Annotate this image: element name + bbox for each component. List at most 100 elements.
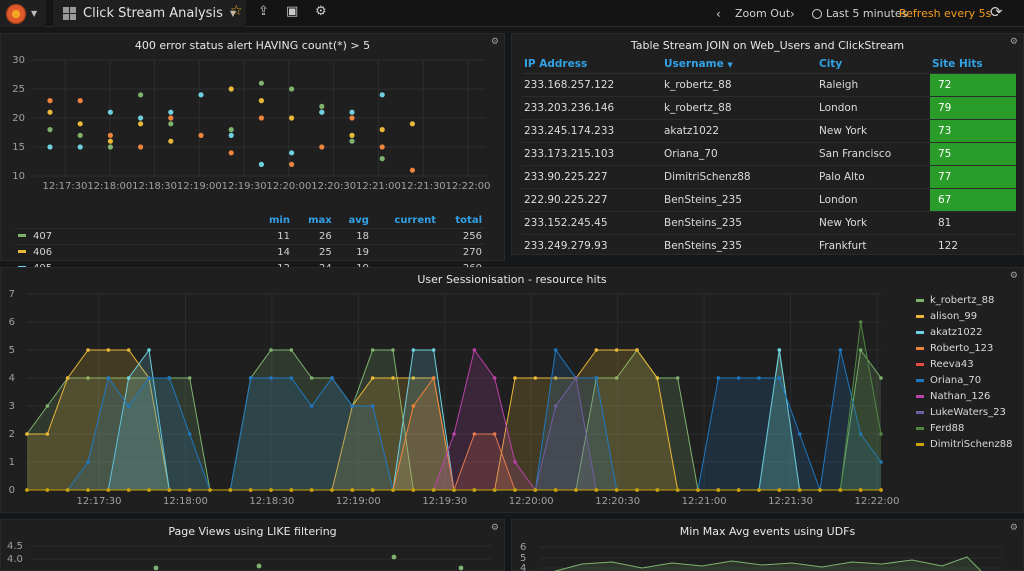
series-point	[370, 376, 375, 380]
legend-item[interactable]: alison_99	[916, 308, 1012, 324]
panel-title[interactable]: Min Max Avg events using UDFs	[679, 525, 856, 538]
legend-current	[371, 227, 440, 244]
x-tick-label: 12:19:30	[222, 181, 267, 192]
shift-right-button[interactable]: ›	[790, 6, 795, 21]
refresh-icon[interactable]: ⟳	[990, 3, 1003, 21]
series-point	[431, 488, 436, 492]
cell-city: New York	[817, 211, 930, 235]
dashboard-picker[interactable]: Click Stream Analysis ▼	[53, 0, 246, 27]
y-tick-label: 4.0	[7, 554, 23, 565]
series-point	[614, 488, 619, 492]
legend-header-row: min max avg current total	[15, 214, 485, 228]
series-point	[614, 348, 619, 352]
column-header-site-hits[interactable]: Site Hits	[930, 55, 1016, 74]
column-header-city[interactable]: City	[817, 55, 930, 74]
cell-ip: 222.90.225.227	[522, 188, 662, 212]
zoom-out-button[interactable]: Zoom Out	[735, 7, 791, 20]
legend-item[interactable]: LukeWaters_23	[916, 404, 1012, 420]
series-point	[553, 376, 558, 380]
scatter-point	[379, 127, 385, 133]
time-range-picker[interactable]: Last 5 minutes	[812, 0, 907, 27]
scatter-point	[77, 144, 83, 150]
series-point	[533, 376, 538, 380]
legend-series-name[interactable]: 406	[15, 243, 255, 260]
panel-menu-icon[interactable]: ⚙	[1009, 37, 1018, 47]
legend-item[interactable]: k_robertz_88	[916, 292, 1012, 308]
series-point	[574, 376, 578, 380]
x-tick-label: 12:20:30	[595, 496, 640, 507]
star-icon[interactable]: ☆	[230, 3, 243, 19]
series-point	[208, 488, 212, 492]
series-point	[269, 488, 273, 492]
panel-menu-icon[interactable]: ⚙	[1009, 271, 1018, 281]
panel-title[interactable]: 400 error status alert HAVING count(*) >…	[134, 39, 371, 52]
legend-header-total[interactable]: total	[455, 215, 482, 227]
x-tick-label: 12:18:00	[87, 181, 132, 192]
series-point	[452, 432, 456, 436]
legend-item[interactable]: Nathan_126	[916, 388, 1012, 404]
legend-item[interactable]: Roberto_123	[916, 340, 1012, 356]
legend-item[interactable]: Ferd88	[916, 420, 1012, 436]
scatter-point	[319, 144, 325, 150]
x-tick-label: 12:21:00	[356, 181, 401, 192]
cell-ip: 233.90.225.227	[522, 165, 662, 189]
top-navbar: ▼ Click Stream Analysis ▼ ☆ ⇪ ▣ ⚙ ‹ Zoom…	[0, 0, 1024, 27]
series-point	[370, 488, 375, 492]
save-icon[interactable]: ▣	[286, 4, 299, 19]
table-row: 222.90.225.227 BenSteins_235 London 67	[522, 188, 1016, 212]
panel-menu-icon[interactable]: ⚙	[490, 37, 499, 47]
legend-item[interactable]: DimitriSchenz88	[916, 436, 1012, 452]
series-point	[818, 488, 822, 492]
scatter-point	[168, 138, 174, 144]
share-icon[interactable]: ⇪	[258, 4, 269, 19]
shift-left-button[interactable]: ‹	[716, 6, 721, 21]
panel-title[interactable]: User Sessionisation - resource hits	[417, 273, 607, 286]
series-point	[391, 488, 395, 492]
y-tick-label: 1	[9, 457, 15, 468]
series-point	[126, 404, 131, 408]
series-point	[126, 488, 131, 492]
series-point	[858, 488, 863, 492]
panel-title[interactable]: Table Stream JOIN on Web_Users and Click…	[630, 39, 905, 52]
page-views-chart: 4.04.5	[7, 541, 491, 571]
series-point	[797, 488, 802, 492]
legend-total: 270	[439, 243, 485, 260]
series-swatch-icon	[916, 410, 924, 414]
refresh-interval-label[interactable]: Refresh every 5s	[899, 7, 992, 20]
clock-icon	[812, 8, 822, 19]
legend-row-407[interactable]: 407 11 26 18 256	[15, 227, 485, 244]
series-point	[65, 488, 70, 492]
series-point	[594, 488, 599, 492]
series-point	[269, 348, 273, 352]
cell-site-hits: 79	[930, 96, 1016, 120]
scatter-point	[138, 121, 144, 127]
series-point	[411, 348, 416, 352]
legend-item[interactable]: akatz1022	[916, 324, 1012, 340]
y-tick-label: 4.5	[7, 541, 23, 552]
legend-series-name[interactable]: 407	[15, 227, 255, 244]
panel-menu-icon[interactable]: ⚙	[1009, 523, 1018, 533]
legend-item[interactable]: Reeva43	[916, 356, 1012, 372]
legend-header-current[interactable]: current	[394, 215, 437, 227]
column-header-ip[interactable]: IP Address	[522, 55, 662, 74]
legend-item[interactable]: Oriana_70	[916, 372, 1012, 388]
legend-header-avg[interactable]: avg	[348, 215, 369, 227]
scatter-point	[409, 167, 415, 173]
series-area	[27, 350, 881, 490]
series-point	[65, 376, 70, 380]
panel-title[interactable]: Page Views using LIKE filtering	[168, 525, 337, 538]
legend-header-max[interactable]: max	[308, 215, 332, 227]
column-header-username[interactable]: Username ▼	[662, 55, 817, 74]
series-point	[594, 348, 599, 352]
cell-username: BenSteins_235	[662, 234, 817, 254]
grafana-menu-button[interactable]: ▼	[0, 0, 46, 27]
scatter-point	[349, 138, 355, 144]
table-row: 233.249.279.93 BenSteins_235 Frankfurt 122	[522, 234, 1016, 254]
y-tick-label: 5	[9, 345, 15, 356]
x-tick-label: 12:20:00	[509, 496, 554, 507]
panel-menu-icon[interactable]: ⚙	[490, 523, 499, 533]
legend-header-min[interactable]: min	[269, 215, 290, 227]
legend-row-406[interactable]: 406 14 25 19 270	[15, 243, 485, 260]
scatter-point	[77, 98, 83, 104]
gear-icon[interactable]: ⚙	[315, 4, 327, 19]
